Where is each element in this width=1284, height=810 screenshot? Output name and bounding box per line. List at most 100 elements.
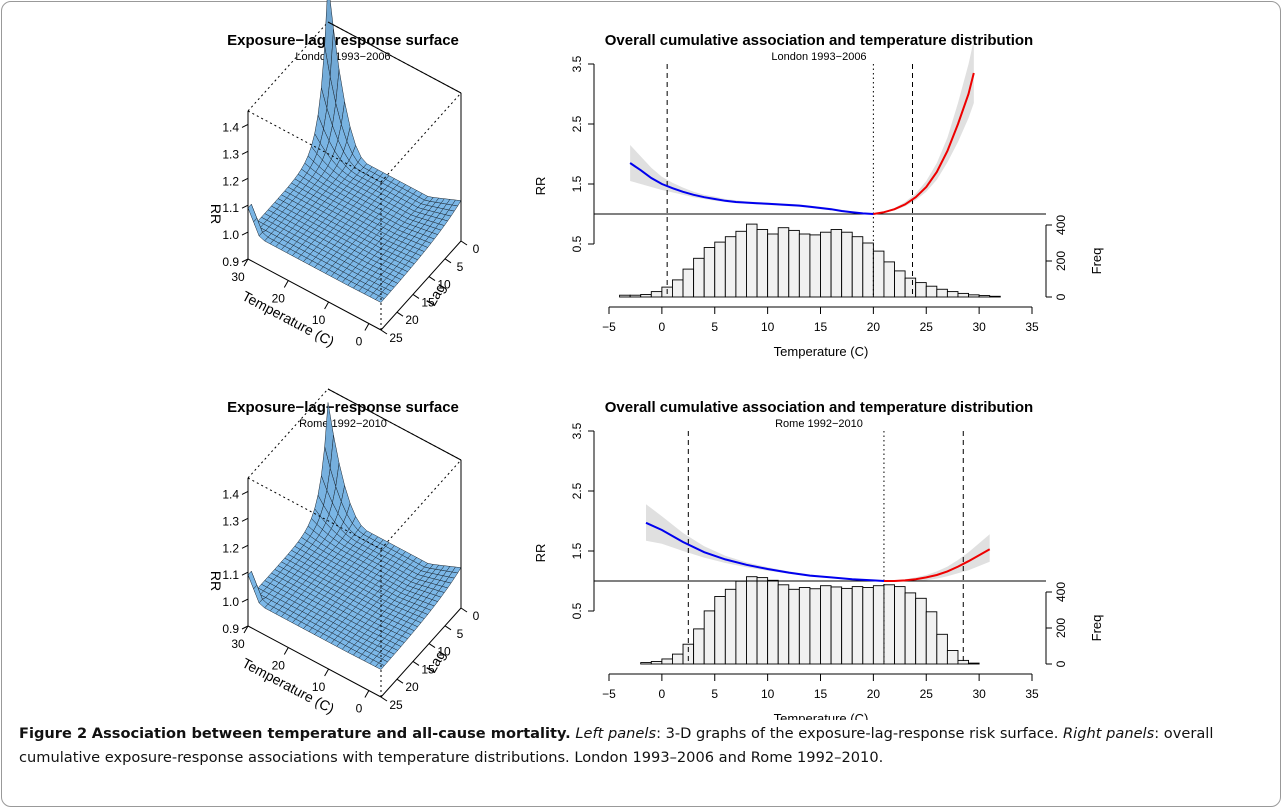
surface-box-edge xyxy=(380,92,462,183)
z-tick xyxy=(241,544,249,549)
z-tick xyxy=(241,517,249,522)
histogram-bar xyxy=(968,294,980,298)
histogram-bar xyxy=(756,229,769,298)
histogram-bar xyxy=(746,223,758,298)
histogram-bar xyxy=(798,587,811,665)
histogram-bar xyxy=(777,227,790,298)
histogram-bar xyxy=(640,662,652,665)
z-tick xyxy=(241,124,249,128)
z-tick-label: 1.0 xyxy=(222,228,239,242)
lag-tick-label: 10 xyxy=(437,645,451,659)
surface-box-edge xyxy=(247,625,382,698)
x-tick-label: 30 xyxy=(972,320,986,334)
z-tick xyxy=(241,177,249,182)
freq-axis-label: Freq xyxy=(1089,248,1104,275)
lag-tick xyxy=(460,240,468,246)
histogram-bar xyxy=(777,584,790,665)
histogram-bar xyxy=(756,577,769,665)
histogram: 0 200 400 Freq xyxy=(640,576,1104,667)
histogram-bar xyxy=(650,661,663,665)
temp-tick-label: 10 xyxy=(312,680,326,694)
x-tick-label: 20 xyxy=(867,687,881,701)
x-axis-label: Temperature (C) xyxy=(774,711,869,720)
surface-cell xyxy=(247,570,258,590)
lag-tick-label: 25 xyxy=(389,331,403,345)
caption-label: Figure 2 xyxy=(19,725,88,742)
temp-tick xyxy=(364,323,370,331)
histogram-bar xyxy=(672,279,684,298)
z-axis-label: RR xyxy=(208,204,224,224)
x-tick-label: 35 xyxy=(1025,687,1039,701)
lag-tick-label: 20 xyxy=(405,680,419,694)
surface-mesh xyxy=(247,0,462,303)
histogram-bar xyxy=(915,282,927,298)
histogram-bar xyxy=(894,270,906,298)
histogram-bar xyxy=(883,261,895,298)
x-tick-label: 10 xyxy=(761,320,775,334)
z-tick-label: 1.3 xyxy=(222,514,239,528)
rr-axis: 0.5 1.5 2.5 3.5 RR xyxy=(533,55,595,252)
z-tick-label: 1.1 xyxy=(222,568,239,582)
histogram-bar xyxy=(714,596,726,665)
lag-tick-label: 0 xyxy=(473,242,480,256)
z-tick-label: 1.2 xyxy=(222,541,239,555)
histogram-bar xyxy=(661,658,673,665)
rr-tick-label: 0.5 xyxy=(570,235,584,252)
lag-tick xyxy=(444,625,452,631)
x-axis-label: Temperature (C) xyxy=(774,344,869,359)
lag-tick-label: 0 xyxy=(473,609,480,623)
caption-left-label: Left panels xyxy=(575,725,657,742)
temp-tick xyxy=(283,647,289,655)
x-tick-label: 25 xyxy=(920,687,934,701)
rr-axis: 0.5 1.5 2.5 3.5 RR xyxy=(533,422,595,619)
lag-tick xyxy=(396,311,404,317)
histogram-bar xyxy=(619,294,631,298)
x-tick-label: 5 xyxy=(711,320,718,334)
histogram-bar xyxy=(830,586,843,665)
lag-tick xyxy=(428,276,436,282)
histogram-bar xyxy=(693,628,705,665)
caption-right-text: : overall cumulative exposure-response a… xyxy=(19,725,1214,766)
freq-axis-label: Freq xyxy=(1089,615,1104,642)
histogram-bar xyxy=(820,231,832,298)
freq-tick-label: 400 xyxy=(1054,215,1068,235)
lag-tick xyxy=(396,678,404,684)
surface-box-edge xyxy=(380,240,462,331)
lag-tick-label: 15 xyxy=(421,662,435,676)
z-tick xyxy=(241,598,249,603)
freq-tick-label: 200 xyxy=(1054,618,1068,638)
x-tick-label: 10 xyxy=(761,687,775,701)
z-tick-label: 1.4 xyxy=(222,487,239,501)
heat-curve xyxy=(873,72,975,215)
z-tick-label: 1.4 xyxy=(222,120,239,134)
histogram-bar xyxy=(946,291,959,298)
cumulative-title: Overall cumulative association and tempe… xyxy=(605,399,1033,416)
z-tick xyxy=(241,258,249,263)
z-axis-label: RR xyxy=(208,571,224,591)
histogram-bar xyxy=(724,236,737,298)
histogram-bar xyxy=(915,597,927,665)
surface-box-edge xyxy=(380,607,462,698)
lag-tick-label: 5 xyxy=(457,627,464,641)
z-tick xyxy=(241,204,249,209)
lag-tick xyxy=(412,293,420,299)
x-tick-label: −5 xyxy=(602,687,616,701)
histogram-bar xyxy=(767,233,779,298)
z-tick-label: 1.1 xyxy=(222,201,239,215)
temp-tick-label: 10 xyxy=(312,313,326,327)
histogram-bar xyxy=(925,285,938,298)
z-tick xyxy=(241,625,249,630)
temp-tick xyxy=(364,690,370,698)
temperature-axis: −5 0 5 10 15 20 25 30 35 Temperature (C) xyxy=(602,306,1039,359)
caption-right-label: Right panels xyxy=(1063,725,1155,742)
cumulative-subtitle: Rome 1992−2010 xyxy=(775,418,863,430)
surface-box-edge xyxy=(247,110,382,183)
rr-tick-label: 1.5 xyxy=(570,542,584,559)
histogram-bar xyxy=(703,610,716,665)
histogram-bar xyxy=(936,288,948,298)
rr-tick-label: 2.5 xyxy=(570,115,584,132)
lag-tick-label: 10 xyxy=(437,278,451,292)
figure-caption: Figure 2 Association between temperature… xyxy=(19,722,1264,770)
temp-tick-label: 0 xyxy=(356,702,363,716)
x-tick-label: 15 xyxy=(814,687,828,701)
